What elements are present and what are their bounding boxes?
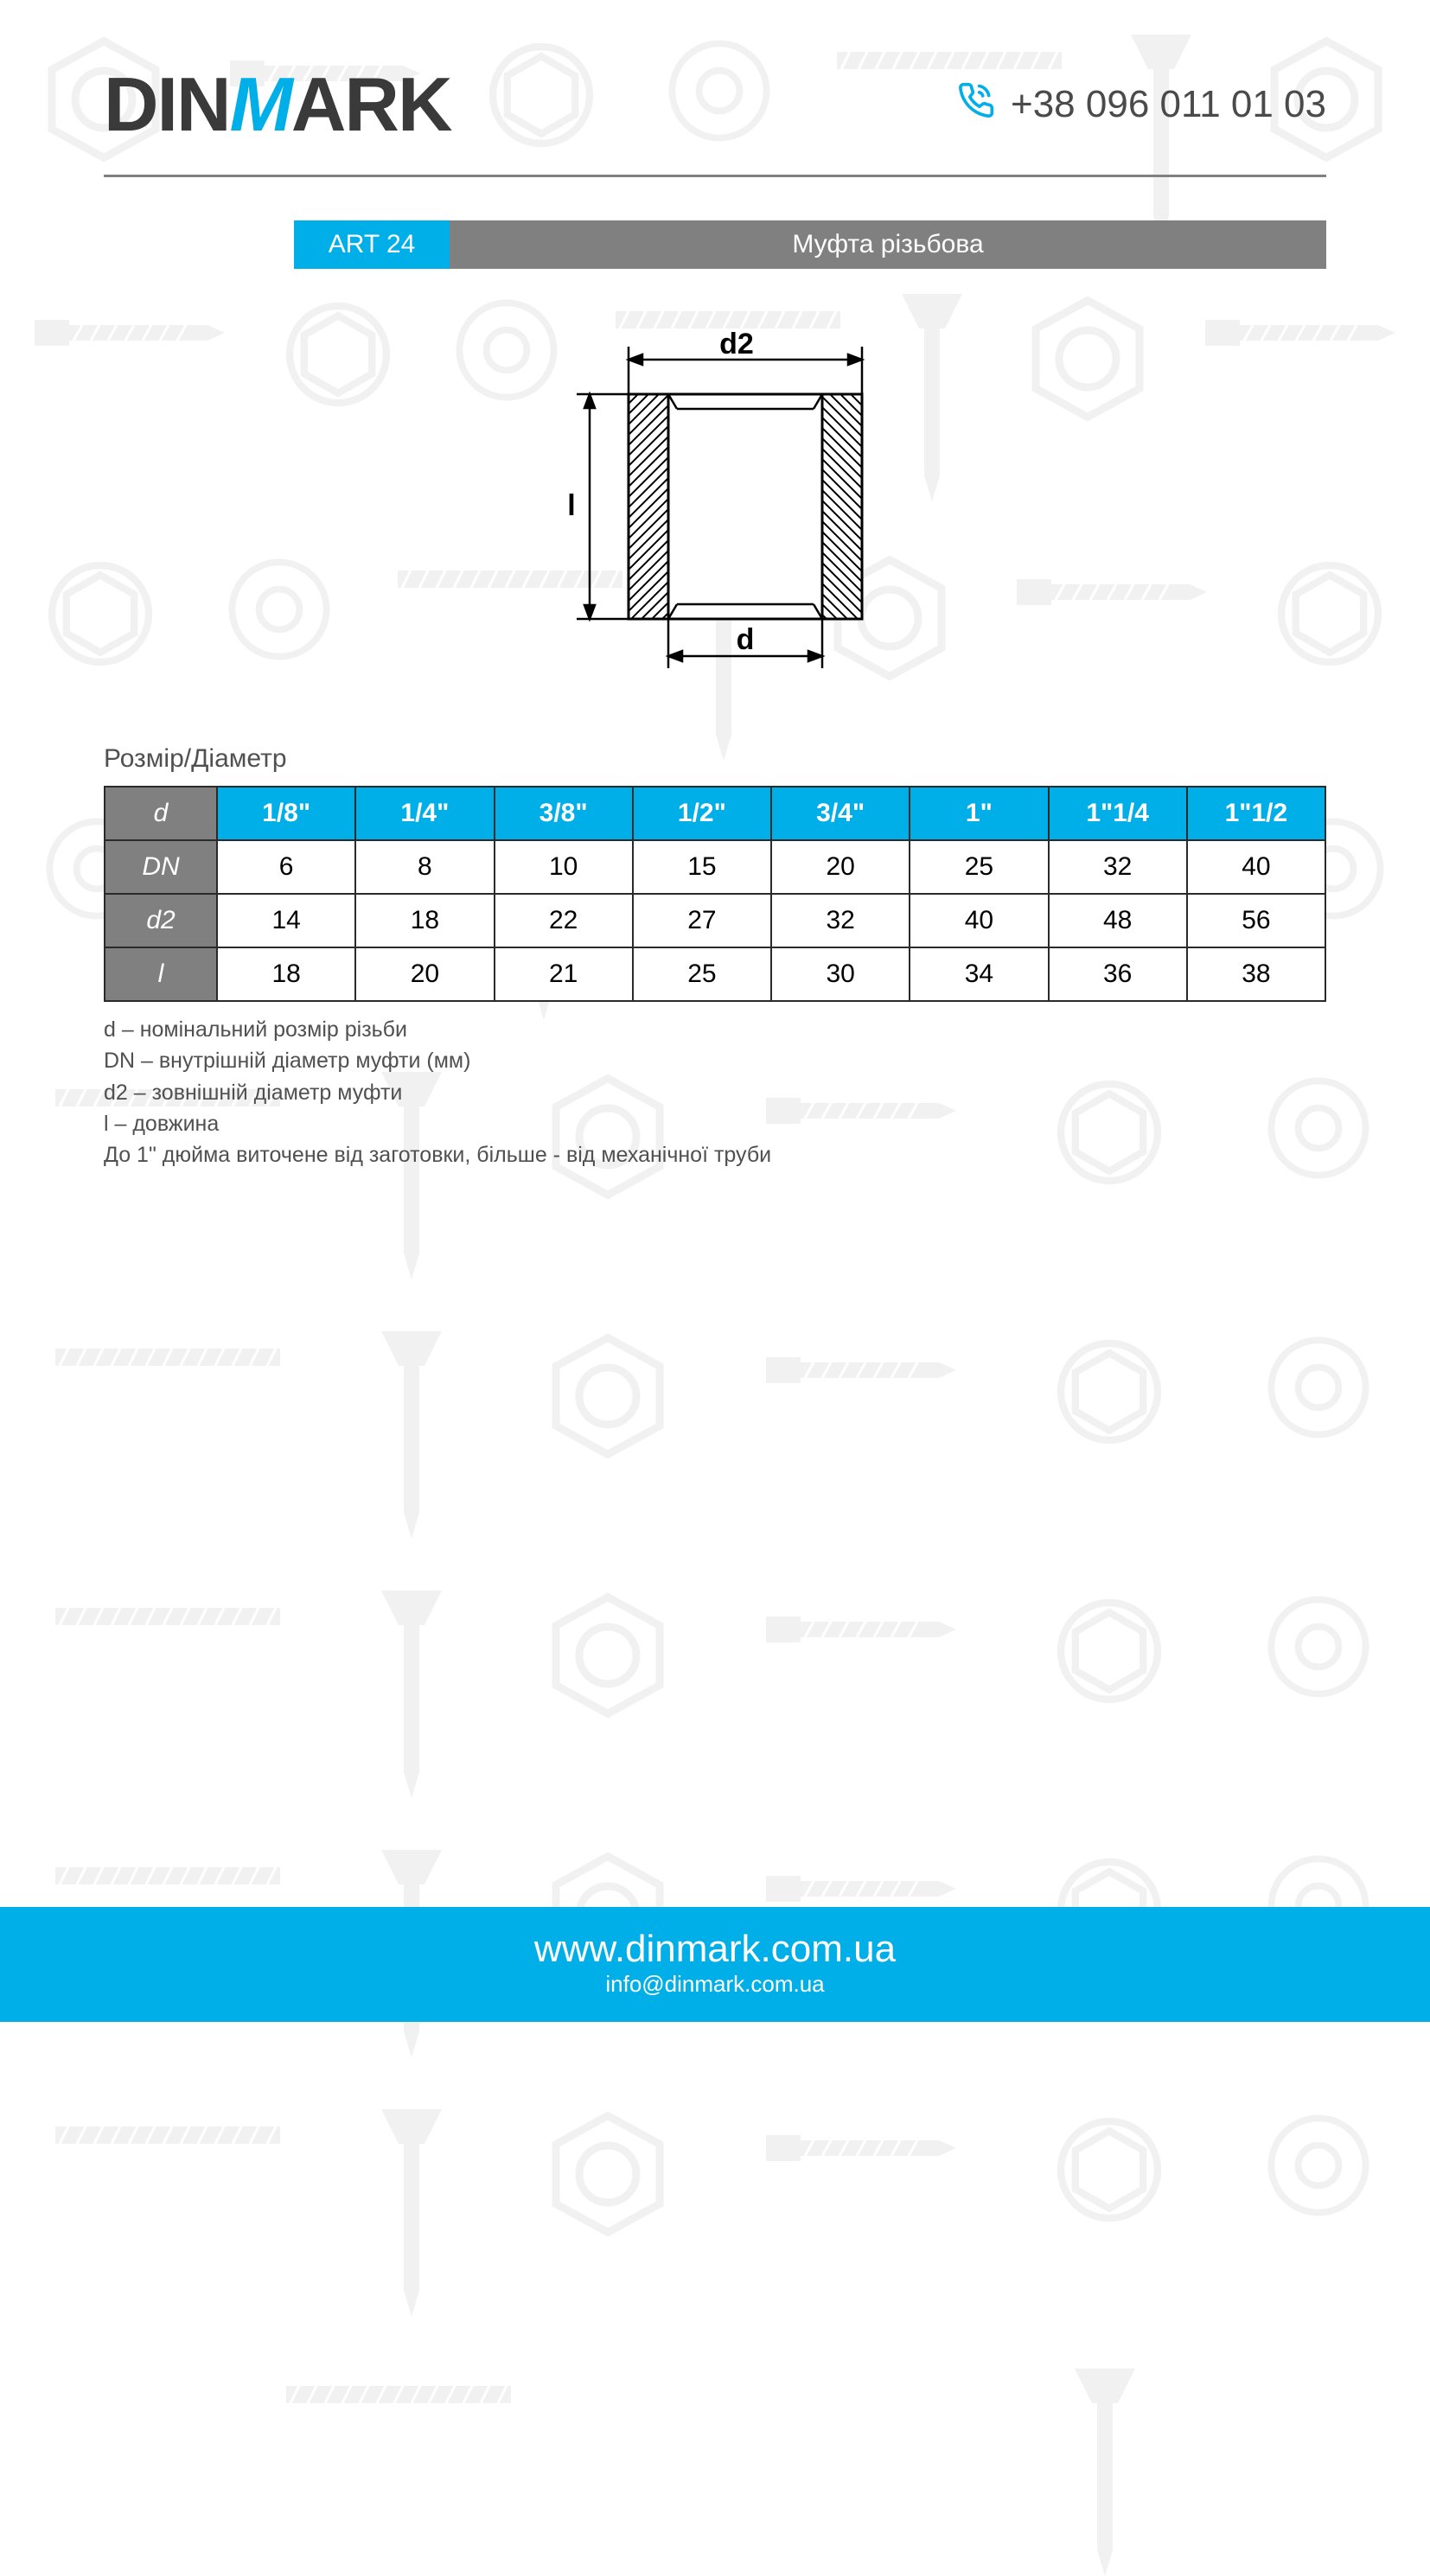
data-cell: 10 [495, 840, 633, 894]
data-cell: 40 [1187, 840, 1325, 894]
phone-block: +38 096 011 01 03 [957, 81, 1326, 129]
brand-logo: DINMARK [104, 61, 451, 149]
data-cell: 20 [771, 840, 910, 894]
data-cell: 14 [217, 894, 355, 947]
phone-number: +38 096 011 01 03 [1011, 83, 1326, 126]
header-cell: 1" [910, 787, 1048, 840]
header-cell: 1/8" [217, 787, 355, 840]
diagram-label-d: d [737, 623, 755, 656]
data-cell: 27 [633, 894, 771, 947]
page-header: DINMARK +38 096 011 01 03 [0, 0, 1430, 175]
row-label: d2 [105, 894, 217, 947]
data-cell: 32 [771, 894, 910, 947]
table-row: d21418222732404856 [105, 894, 1325, 947]
data-cell: 8 [355, 840, 494, 894]
header-divider [104, 175, 1326, 177]
header-cell: 3/8" [495, 787, 633, 840]
data-cell: 38 [1187, 947, 1325, 1001]
data-cell: 18 [217, 947, 355, 1001]
header-cell: 1"1/4 [1049, 787, 1187, 840]
data-cell: 48 [1049, 894, 1187, 947]
data-cell: 21 [495, 947, 633, 1001]
data-cell: 40 [910, 894, 1048, 947]
diagram-label-l: l [567, 489, 575, 522]
table-row: l1820212530343638 [105, 947, 1325, 1001]
header-cell: 1/2" [633, 787, 771, 840]
legend-line: d2 – зовнішній діаметр муфти [104, 1077, 1326, 1108]
data-cell: 25 [910, 840, 1048, 894]
table-row: d1/8"1/4"3/8"1/2"3/4"1"1"1/41"1/2 [105, 787, 1325, 840]
data-cell: 30 [771, 947, 910, 1001]
logo-text-pre: DIN [104, 61, 230, 147]
table-title: Розмір/Діаметр [104, 744, 1326, 774]
data-cell: 6 [217, 840, 355, 894]
footer-email: info@dinmark.com.ua [0, 1971, 1430, 1998]
data-cell: 18 [355, 894, 494, 947]
row-label: d [105, 787, 217, 840]
data-cell: 56 [1187, 894, 1325, 947]
data-cell: 36 [1049, 947, 1187, 1001]
data-cell: 20 [355, 947, 494, 1001]
legend-line: До 1" дюйма виточене від заготовки, біль… [104, 1139, 1326, 1170]
product-description: Муфта різьбова [450, 220, 1326, 269]
diagram-label-d2: d2 [719, 329, 754, 360]
title-bar: ART 24 Муфта різьбова [294, 220, 1326, 269]
header-cell: 1/4" [355, 787, 494, 840]
data-table-section: Розмір/Діаметр d1/8"1/4"3/8"1/2"3/4"1"1"… [0, 744, 1430, 1002]
data-cell: 22 [495, 894, 633, 947]
technical-diagram: d2 [0, 303, 1430, 744]
phone-icon [957, 81, 995, 129]
row-label: DN [105, 840, 217, 894]
data-cell: 32 [1049, 840, 1187, 894]
table-row: DN68101520253240 [105, 840, 1325, 894]
data-cell: 15 [633, 840, 771, 894]
product-code: ART 24 [294, 220, 450, 269]
header-cell: 3/4" [771, 787, 910, 840]
table-legend: d – номінальний розмір різьбиDN – внутрі… [0, 1002, 1430, 1183]
header-cell: 1"1/2 [1187, 787, 1325, 840]
logo-text-post: ARK [291, 61, 451, 147]
page-footer: www.dinmark.com.ua info@dinmark.com.ua [0, 1907, 1430, 2022]
row-label: l [105, 947, 217, 1001]
legend-line: DN – внутрішній діаметр муфти (мм) [104, 1045, 1326, 1076]
legend-line: d – номінальний розмір різьби [104, 1014, 1326, 1045]
dimensions-table: d1/8"1/4"3/8"1/2"3/4"1"1"1/41"1/2DN68101… [104, 786, 1326, 1002]
logo-text-m: M [230, 61, 291, 147]
data-cell: 25 [633, 947, 771, 1001]
legend-line: l – довжина [104, 1108, 1326, 1139]
footer-website: www.dinmark.com.ua [0, 1928, 1430, 1971]
data-cell: 34 [910, 947, 1048, 1001]
